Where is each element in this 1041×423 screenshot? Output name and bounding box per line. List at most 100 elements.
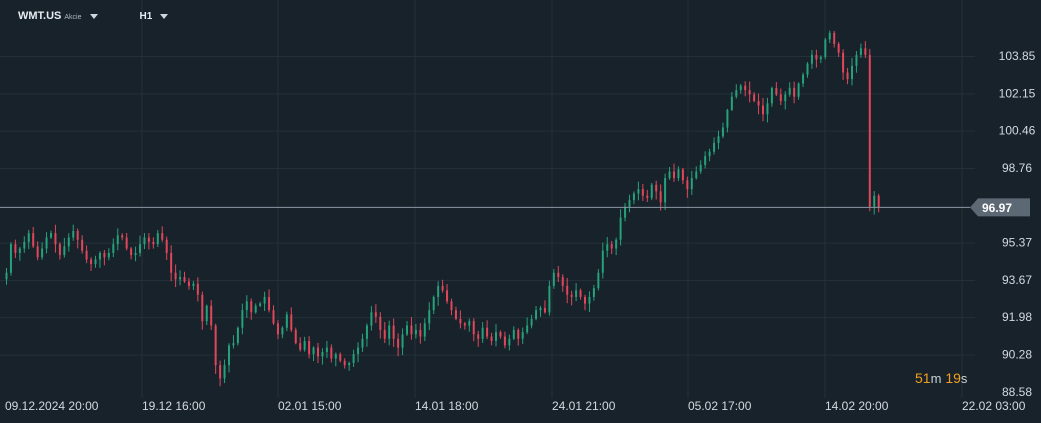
candle-body: [721, 127, 724, 137]
candle-body: [54, 233, 57, 245]
x-tick-label: 09.12.2024 20:00: [5, 399, 99, 413]
candle-body: [98, 252, 101, 260]
instrument-type: Akcie: [64, 13, 82, 21]
candle-body: [828, 32, 831, 40]
candle-body: [748, 90, 751, 95]
candle-body: [673, 171, 675, 179]
candle-body: [717, 136, 720, 143]
candle-body: [406, 325, 408, 335]
candle-body: [205, 305, 208, 322]
candle-body: [121, 235, 124, 238]
candle-body: [343, 360, 346, 366]
candle-body: [628, 200, 631, 207]
candle-body: [245, 301, 248, 311]
candle-body: [321, 351, 324, 357]
candle-body: [588, 296, 591, 304]
y-tick-label: 95.37: [1002, 236, 1032, 250]
candle-body: [739, 85, 742, 91]
timeframe-selector[interactable]: H1: [139, 10, 153, 22]
candle-body: [94, 259, 97, 264]
candle-body: [281, 327, 284, 335]
candle-body: [437, 285, 440, 297]
candle-body: [219, 365, 222, 379]
candle-body: [361, 338, 364, 348]
candle-body: [570, 294, 573, 297]
candle-body: [802, 74, 805, 84]
candle-body: [855, 54, 858, 66]
candle-body: [290, 314, 293, 330]
candle-body: [873, 195, 876, 207]
candle-body: [842, 52, 845, 73]
candle-body: [512, 329, 515, 339]
candle-body: [557, 272, 560, 278]
candle-body: [423, 323, 426, 337]
candle-body: [325, 347, 328, 352]
candle-body: [223, 365, 226, 379]
candle-body: [303, 340, 306, 350]
candle-body: [72, 230, 75, 238]
candle-body: [606, 244, 609, 251]
candle-body: [183, 277, 186, 282]
candle-body: [584, 296, 586, 304]
y-tick-label: 103.85: [999, 49, 1036, 63]
candle-body: [272, 310, 275, 324]
candle-body: [165, 239, 168, 253]
candle-body: [45, 237, 48, 249]
candle-body: [539, 307, 542, 311]
candle-body: [268, 296, 271, 311]
chevron-down-icon[interactable]: [89, 13, 98, 19]
candle-body: [824, 39, 827, 58]
candle-body: [735, 90, 738, 97]
candle-body: [285, 314, 288, 328]
candle-body: [459, 318, 462, 324]
x-tick-label: 05.02 17:00: [688, 399, 752, 413]
candle-body: [179, 277, 182, 280]
candle-body: [859, 48, 862, 55]
candle-body: [352, 354, 355, 363]
candle-body: [174, 272, 177, 280]
candle-body: [259, 303, 262, 306]
candle-body: [690, 178, 693, 190]
candle-body: [503, 336, 506, 346]
candle-body: [446, 290, 449, 302]
candle-body: [161, 233, 164, 240]
candle-body: [32, 233, 35, 247]
candle-body: [517, 329, 520, 339]
candle-body: [713, 142, 716, 152]
y-tick-label: 93.67: [1002, 273, 1032, 287]
chart-toolbar: WMT.US Akcie H1: [18, 10, 169, 22]
candle-body: [18, 248, 21, 253]
candle-body: [877, 195, 880, 208]
candle-body: [317, 347, 319, 357]
candle-body: [152, 241, 155, 245]
candle-body: [579, 290, 582, 297]
candle-body: [397, 338, 400, 348]
candle-body: [90, 259, 93, 264]
candle-body: [67, 237, 70, 247]
candle-body: [601, 250, 604, 273]
candle-body: [468, 321, 471, 326]
candle-body: [276, 323, 279, 335]
candle-body: [450, 301, 453, 311]
symbol-name[interactable]: WMT.US: [18, 10, 62, 22]
candle-body: [837, 43, 840, 53]
candle-body: [125, 237, 128, 249]
candle-body: [477, 334, 480, 339]
candle-body: [704, 156, 707, 165]
candle-body: [81, 239, 84, 251]
x-tick-label: 14.01 18:00: [415, 399, 479, 413]
candle-body: [664, 178, 667, 203]
candle-body: [846, 72, 849, 80]
countdown-seconds: 19: [945, 370, 961, 386]
candle-body: [757, 101, 760, 106]
y-tick-label: 88.58: [1002, 385, 1032, 399]
candle-body: [441, 285, 444, 291]
candle-body: [819, 57, 822, 60]
candle-body: [641, 189, 644, 196]
candle-body: [263, 296, 266, 304]
chevron-down-icon[interactable]: [160, 13, 169, 19]
candle-body: [793, 87, 796, 97]
candle-body: [543, 307, 546, 313]
